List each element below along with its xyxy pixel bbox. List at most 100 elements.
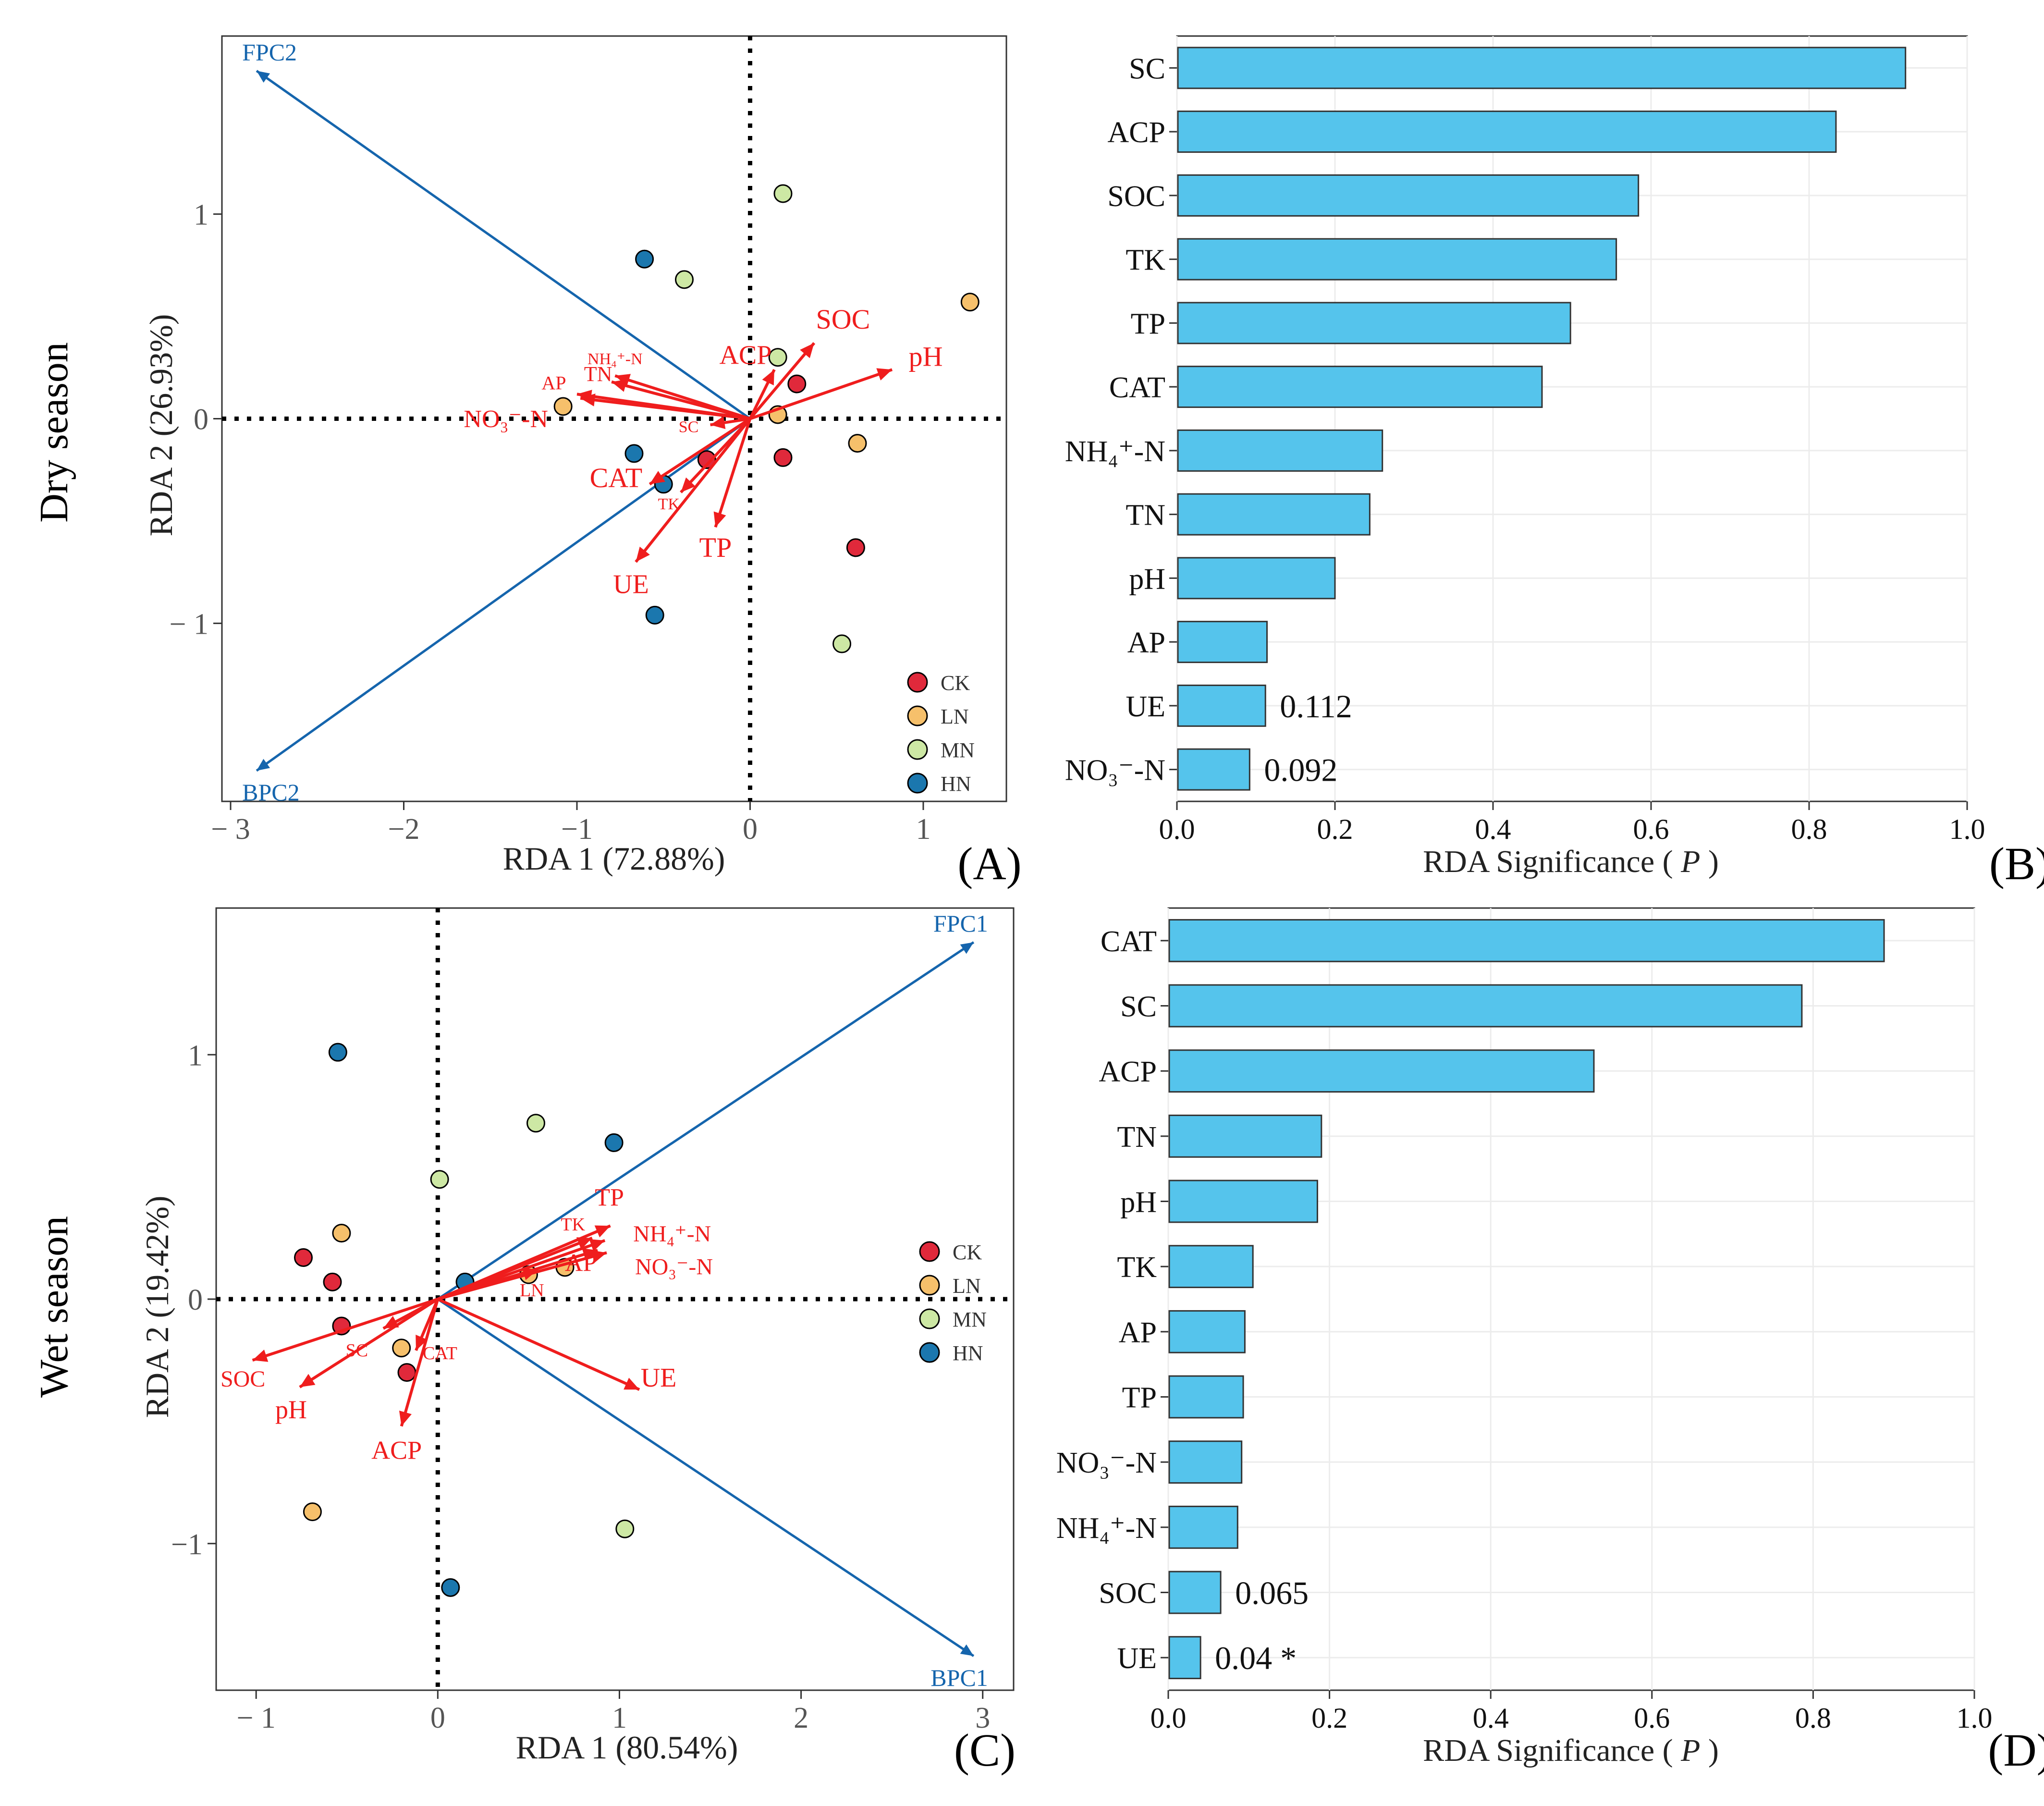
env-vector-label: UE [641,1363,677,1393]
env-vector-head [591,1250,607,1263]
bar-4 [1168,1179,1318,1223]
bar-9 [1168,1505,1238,1549]
sample-point-ck [397,1363,416,1382]
legend-marker-mn [919,1308,940,1329]
bar-6 [1177,429,1383,472]
sample-point-hn [604,1133,624,1152]
sample-point-mn [768,348,787,367]
species-vector-head [257,759,270,771]
x-tick-label: 0.4 [1473,1702,1509,1734]
env-vector-label: pH [909,341,943,372]
env-vector-line [649,417,751,486]
species-vector-label: BPC1 [930,1664,988,1691]
env-vector-label: CAT [423,1343,457,1364]
category-label: TK [1117,1251,1157,1284]
x-tick-label: 0.4 [1475,813,1511,845]
category-label: SC [1129,52,1165,85]
bar-6 [1168,1310,1246,1353]
category-label: TN [1126,499,1165,532]
category-label: NO₃⁻-N [1065,754,1165,787]
env-vector-label: TN [584,362,612,386]
category-label: UE [1117,1642,1157,1675]
category-label: pH [1129,563,1165,595]
category-label: SOC [1099,1577,1157,1610]
category-label: SC [1120,991,1157,1023]
x-axis-label-text: RDA Significance ( [1423,844,1681,879]
sample-point-mn [526,1114,546,1133]
species-vector-head [960,942,974,954]
env-vector-label: TP [699,532,732,563]
bar-11 [1177,748,1250,791]
legend-marker-hn [919,1342,940,1363]
plot-frame [221,35,1007,802]
legend-label-ln: LN [941,705,969,728]
env-vector-label: NH₄⁺-N [633,1221,711,1247]
x-tick-label: 0.2 [1317,813,1353,845]
legend-label-ln: LN [953,1274,981,1298]
env-vector-label: pH [275,1395,307,1424]
bar-1 [1177,111,1837,153]
category-label: ACP [1099,1056,1157,1088]
env-vector-line [252,1298,439,1362]
category-label: UE [1126,690,1165,723]
env-vector-head [299,1374,316,1388]
x-axis-label: RDA 1 (80.54%) [516,1729,738,1766]
env-vector-line [580,396,750,420]
env-vector-head [594,1225,611,1238]
env-vector-label: LN [520,1280,544,1301]
env-vector-head [416,1334,428,1351]
x-tick-label: 3 [975,1702,990,1734]
wet-season-label: Wet season [32,1216,76,1398]
sample-point-ln [392,1339,411,1358]
species-vector-line [256,70,751,420]
x-tick-label: −1 [561,813,593,846]
x-tick-label: 2 [794,1702,808,1734]
x-tick-label: 0.0 [1151,1702,1187,1734]
bar-8 [1168,1440,1243,1484]
x-tick-label: 1 [916,813,930,846]
category-label: NH₄⁺-N [1065,435,1165,468]
legend-marker-ck [919,1241,940,1262]
y-tick-label: 0 [188,1284,203,1316]
species-vector-label: FPC2 [242,38,297,65]
legend-label-mn: MN [953,1308,987,1331]
sample-point-ln [848,434,867,453]
significance-bar-chart-dry: 0.0 0.2 0.4 0.6 0.8 1.0 SC ACP SOC TK TP CAT NH₄⁺-N T… [1065,35,2044,889]
bar-3 [1168,1114,1322,1158]
sample-point-ln [553,397,573,416]
bar-2 [1177,174,1640,217]
x-tick-label: 0.6 [1633,813,1669,845]
category-label: AP [1119,1316,1157,1349]
y-tick-label: −1 [171,1528,203,1561]
env-vector-line [749,368,893,420]
legend-label-hn: HN [953,1341,983,1365]
y-tick-label: 1 [188,1039,203,1072]
legend-marker-ck [907,672,928,693]
category-label: AP [1127,627,1165,659]
env-vector-line [400,1299,440,1427]
env-vector-label: TK [561,1215,585,1235]
env-vector-label: UE [613,570,649,600]
y-tick-label: 0 [194,404,208,436]
bar-2 [1168,1049,1595,1093]
env-vector-label: CAT [590,462,643,493]
x-tick-label: − 3 [211,813,250,846]
env-vector-line [714,418,752,528]
bar-5 [1177,366,1543,408]
plot-frame [1176,35,1968,802]
sample-point-hn [635,249,654,269]
panel-label: (B) [1989,838,2044,889]
x-tick-label: 1.0 [1957,1702,1993,1734]
sample-point-hn [645,605,664,625]
legend-label-ck: CK [941,671,970,695]
x-axis-label-italic: P [1680,844,1700,879]
rda-biplot-dry: − 3 −2 −1 0 1 − 1 0 1 FPC2 BPC2 SOC pH ACP NH₄⁺-NTN AP… [143,35,1022,889]
x-tick-label: 1 [612,1702,627,1734]
sample-point-ck [323,1272,342,1291]
bar-0 [1177,47,1907,89]
env-vector-head [624,1377,640,1390]
sample-point-hn [441,1578,460,1597]
y-tick-label: − 1 [170,608,208,640]
